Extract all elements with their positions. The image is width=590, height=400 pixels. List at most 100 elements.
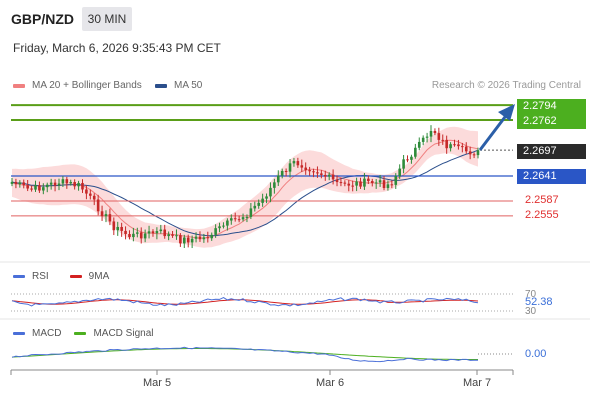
candle-body bbox=[312, 171, 315, 173]
candle-body bbox=[398, 168, 401, 177]
legend-ma50-label: MA 50 bbox=[174, 80, 203, 91]
candle-body bbox=[374, 182, 378, 184]
candle-body bbox=[300, 165, 304, 168]
candle-body bbox=[261, 198, 264, 203]
support-1-label: 2.2587 bbox=[525, 194, 559, 206]
candle-body bbox=[38, 185, 41, 191]
candle-body bbox=[359, 181, 362, 187]
candle-body bbox=[410, 156, 413, 160]
candle-body bbox=[394, 176, 398, 185]
candle-body bbox=[116, 226, 120, 231]
candle-body bbox=[42, 187, 45, 191]
candle-body bbox=[10, 181, 14, 184]
rsi-30-label: 30 bbox=[525, 306, 537, 317]
candle-body bbox=[30, 188, 33, 190]
candle-body bbox=[327, 174, 331, 177]
candle-body bbox=[186, 237, 190, 243]
projection-arrow bbox=[478, 112, 510, 151]
candle-body bbox=[194, 236, 198, 239]
candle-body bbox=[81, 182, 84, 190]
candle-body bbox=[175, 235, 178, 237]
macd-signal-swatch bbox=[74, 332, 87, 335]
candle-body bbox=[183, 237, 186, 244]
candle-body bbox=[449, 144, 452, 149]
candle-body bbox=[269, 187, 272, 197]
candle-body bbox=[34, 185, 37, 190]
candle-body bbox=[390, 184, 394, 186]
candle-body bbox=[284, 170, 288, 172]
candle-body bbox=[136, 232, 139, 234]
candle-body bbox=[65, 179, 69, 184]
candle-body bbox=[421, 137, 425, 142]
candle-body bbox=[296, 161, 300, 166]
x-tick-label: Mar 5 bbox=[142, 377, 172, 389]
candle-body bbox=[347, 183, 351, 186]
rsi-ma-swatch bbox=[69, 275, 82, 278]
candle-body bbox=[316, 172, 319, 174]
candle-body bbox=[100, 211, 104, 217]
candle-body bbox=[202, 237, 206, 240]
candle-body bbox=[343, 182, 347, 184]
candle-body bbox=[406, 159, 409, 161]
candle-body bbox=[22, 182, 26, 186]
candle-body bbox=[331, 174, 335, 180]
candle-body bbox=[378, 180, 382, 183]
candle-body bbox=[304, 167, 307, 171]
candle-body bbox=[128, 234, 131, 238]
candle-body bbox=[472, 154, 476, 156]
candle-body bbox=[85, 189, 88, 194]
macd-signal-legend-label: MACD Signal bbox=[93, 328, 154, 339]
candle-body bbox=[151, 231, 155, 234]
candle-body bbox=[276, 175, 280, 183]
candle-body bbox=[339, 182, 343, 184]
candle-body bbox=[139, 232, 143, 239]
candle-body bbox=[26, 185, 29, 189]
candle-body bbox=[132, 233, 135, 238]
candle-body bbox=[233, 218, 237, 220]
candle-body bbox=[265, 196, 268, 199]
ma20-swatch bbox=[13, 83, 25, 88]
candle-body bbox=[53, 182, 57, 186]
candle-body bbox=[308, 170, 311, 172]
candle-body bbox=[280, 170, 284, 176]
candle-body bbox=[402, 159, 405, 169]
resistance-2-label: 2.2762 bbox=[517, 114, 586, 129]
timestamp: Friday, March 6, 2026 9:35:43 PM CET bbox=[13, 41, 221, 55]
candle-body bbox=[198, 236, 202, 240]
rsi-ma-legend-label: 9MA bbox=[88, 271, 110, 282]
candle-body bbox=[49, 182, 53, 185]
candle-body bbox=[57, 183, 61, 186]
candle-body bbox=[167, 234, 170, 237]
timeframe-badge[interactable]: 30 MIN bbox=[82, 7, 132, 31]
candle-body bbox=[120, 226, 123, 231]
candle-body bbox=[464, 146, 468, 152]
candle-body bbox=[461, 146, 464, 148]
candle-body bbox=[457, 144, 460, 147]
candle-body bbox=[370, 181, 374, 184]
current-price-label: 2.2697 bbox=[517, 144, 586, 159]
candle-body bbox=[257, 202, 261, 206]
rsi-swatch bbox=[13, 275, 25, 278]
candle-body bbox=[112, 221, 116, 231]
candle-body bbox=[104, 214, 108, 217]
rsi-70-label: 70 bbox=[525, 289, 537, 300]
candle-body bbox=[69, 182, 73, 184]
candle-body bbox=[14, 181, 18, 185]
projection-arrow-head bbox=[498, 104, 515, 121]
support-2-label: 2.2555 bbox=[525, 209, 559, 221]
candle-body bbox=[425, 136, 429, 138]
candle-body bbox=[171, 234, 174, 236]
bollinger-band bbox=[12, 126, 478, 248]
candle-body bbox=[351, 185, 354, 187]
ma50-line bbox=[11, 149, 479, 237]
ma50-swatch bbox=[155, 83, 167, 88]
candle-body bbox=[363, 178, 366, 187]
candle-body bbox=[18, 182, 22, 185]
candle-body bbox=[417, 141, 421, 148]
candle-body bbox=[429, 130, 433, 137]
rsi-value-label: 52.38 bbox=[525, 296, 553, 308]
candle-body bbox=[206, 237, 210, 239]
candle-body bbox=[218, 226, 221, 229]
candle-body bbox=[147, 231, 151, 234]
candle-body bbox=[468, 151, 472, 155]
